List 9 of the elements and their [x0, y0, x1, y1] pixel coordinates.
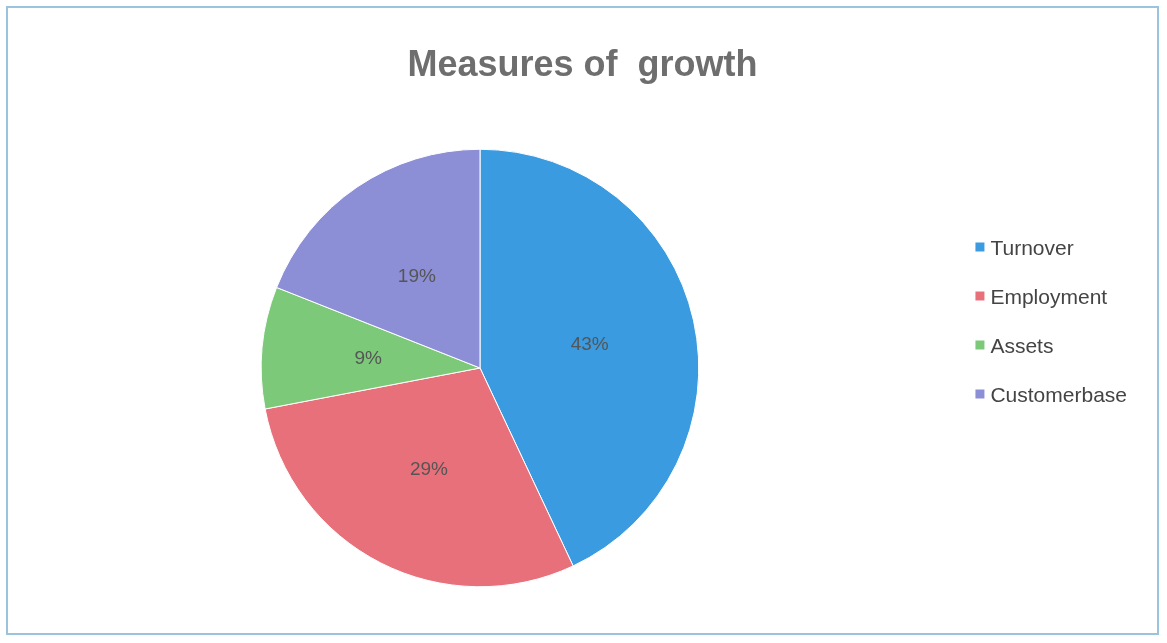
- data-label: 29%: [409, 457, 449, 479]
- legend-label: Turnover: [990, 235, 1074, 259]
- legend-label: Customerbase: [990, 382, 1127, 406]
- data-label: 19%: [397, 264, 436, 286]
- legend-label: Assets: [990, 333, 1054, 357]
- chart-title: Measures of growth: [407, 42, 758, 84]
- data-label: 9%: [354, 346, 382, 368]
- legend-label: Employment: [990, 284, 1108, 308]
- data-label: 43%: [570, 332, 609, 354]
